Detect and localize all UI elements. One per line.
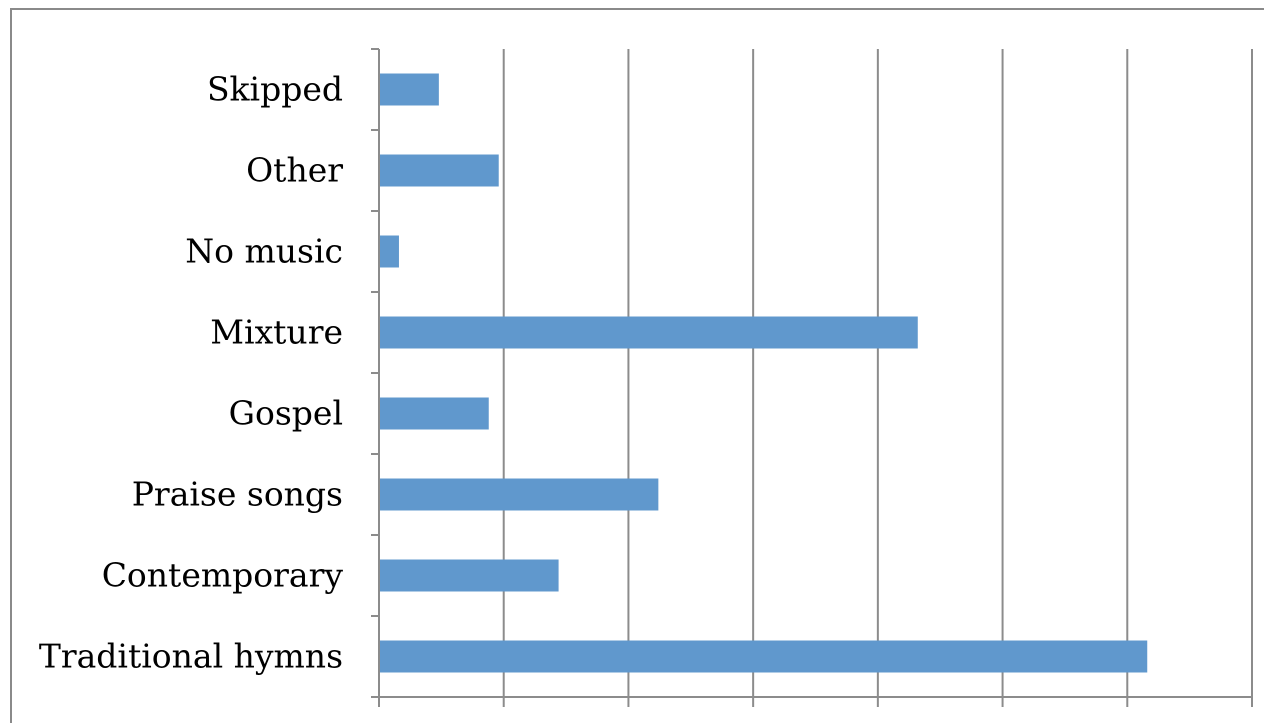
- category-label: Praise songs: [132, 475, 343, 514]
- category-label: Gospel: [229, 394, 343, 433]
- bar: [379, 73, 439, 106]
- chart-frame: [10, 8, 1264, 723]
- bar: [379, 235, 399, 268]
- axis-layer: [378, 49, 1252, 698]
- category-label: Contemporary: [102, 556, 344, 595]
- category-label: Traditional hymns: [39, 637, 343, 676]
- bar: [379, 640, 1148, 673]
- bars-layer: [379, 73, 1148, 673]
- category-label: Mixture: [210, 313, 343, 352]
- category-labels: Skipped Other No music Mixture Gospel Pr…: [39, 70, 344, 676]
- category-label: Skipped: [207, 70, 343, 109]
- category-label: No music: [185, 232, 343, 271]
- grid-layer: [371, 48, 1253, 707]
- category-label: Other: [246, 151, 343, 190]
- bar: [379, 397, 489, 430]
- bar: [379, 154, 499, 187]
- bar: [379, 559, 559, 592]
- bar: [379, 316, 918, 349]
- bar: [379, 478, 659, 511]
